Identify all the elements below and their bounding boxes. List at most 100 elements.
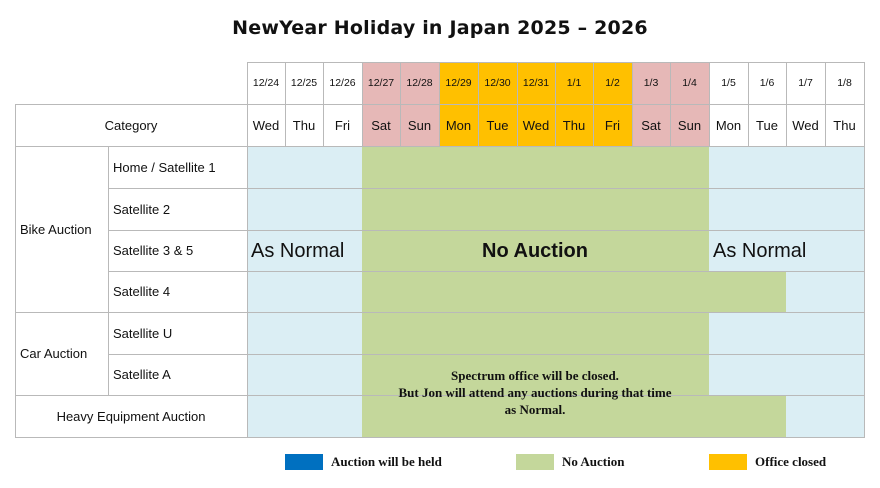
no-auction-block xyxy=(362,312,709,354)
day-header: Thu xyxy=(285,104,323,146)
grid-line-h xyxy=(108,230,864,231)
day-header: Thu xyxy=(555,104,593,146)
held-block xyxy=(786,271,864,312)
grid-line-h xyxy=(108,188,864,189)
legend-office-closed-label: Office closed xyxy=(755,454,827,469)
date-header: 1/7 xyxy=(786,62,825,104)
day-header: Wed xyxy=(517,104,555,146)
date-header: 1/5 xyxy=(709,62,748,104)
no-auction-block xyxy=(362,146,709,188)
day-header: Fri xyxy=(593,104,632,146)
held-block xyxy=(247,354,362,395)
no-auction-block xyxy=(362,354,709,395)
row-label: Satellite U xyxy=(108,312,247,354)
grid-line-v xyxy=(247,146,248,437)
grid-line-h xyxy=(108,354,864,355)
grid-line-v xyxy=(593,62,594,146)
legend-office-closed-swatch xyxy=(709,454,747,470)
day-header: Fri xyxy=(323,104,362,146)
category-header: Category xyxy=(15,104,247,146)
date-header: 1/8 xyxy=(825,62,864,104)
grid-line-h xyxy=(15,312,864,313)
grid-line-v xyxy=(748,62,749,146)
grid-line-v xyxy=(632,62,633,146)
grid-line-v xyxy=(15,104,16,438)
day-header: Tue xyxy=(478,104,517,146)
no-auction-block xyxy=(362,395,786,437)
grid-line-v xyxy=(439,62,440,146)
as-normal-left-label: As Normal xyxy=(251,240,345,262)
day-header: Sun xyxy=(670,104,709,146)
day-header: Sun xyxy=(400,104,439,146)
grid-line-v xyxy=(825,62,826,146)
held-block xyxy=(786,395,864,437)
held-block xyxy=(709,188,864,230)
held-block xyxy=(247,230,362,271)
grid-line-v xyxy=(478,62,479,146)
grid-bottom xyxy=(15,437,864,438)
group-label-heavy-equipment: Heavy Equipment Auction xyxy=(15,395,247,437)
row-label: Home / Satellite 1 xyxy=(108,146,247,188)
date-header: 12/25 xyxy=(285,62,323,104)
held-block xyxy=(709,312,864,354)
held-block xyxy=(247,146,362,188)
grid-line-v xyxy=(247,62,248,146)
held-block xyxy=(247,312,362,354)
held-block xyxy=(709,146,864,188)
office-closed-note: Spectrum office will be closed. But Jon … xyxy=(362,367,708,418)
day-header: Tue xyxy=(748,104,786,146)
day-header: Wed xyxy=(786,104,825,146)
grid-line-h xyxy=(108,271,864,272)
grid-line-v xyxy=(864,146,865,438)
no-auction-label: No Auction xyxy=(482,240,588,262)
day-header: Mon xyxy=(439,104,478,146)
grid-line-v xyxy=(285,62,286,146)
group-label-car: Car Auction xyxy=(15,312,108,395)
day-header: Wed xyxy=(247,104,285,146)
date-header: 1/2 xyxy=(593,62,632,104)
date-header: 1/6 xyxy=(748,62,786,104)
legend-no-auction-label: No Auction xyxy=(562,454,625,469)
grid-line-v xyxy=(864,62,865,146)
held-block xyxy=(709,230,864,271)
date-header: 12/24 xyxy=(247,62,285,104)
grid-line-v xyxy=(323,62,324,146)
no-auction-block xyxy=(362,230,709,271)
day-header: Thu xyxy=(825,104,864,146)
row-label: Satellite 2 xyxy=(108,188,247,230)
as-normal-right-label: As Normal xyxy=(713,240,807,262)
row-label: Satellite 4 xyxy=(108,271,247,312)
note-line-2: But Jon will attend any auctions during … xyxy=(398,385,672,400)
date-header: 12/28 xyxy=(400,62,439,104)
row-label: Satellite A xyxy=(108,354,247,395)
date-header: 1/1 xyxy=(555,62,593,104)
held-block xyxy=(247,271,362,312)
date-header: 12/30 xyxy=(478,62,517,104)
legend-no-auction-swatch xyxy=(516,454,554,470)
grid-line-v xyxy=(517,62,518,146)
grid-line-v xyxy=(108,146,109,395)
grid-line-h xyxy=(15,146,864,147)
date-header: 12/26 xyxy=(323,62,362,104)
date-header: 12/27 xyxy=(362,62,400,104)
day-header: Sat xyxy=(362,104,400,146)
page-title: NewYear Holiday in Japan 2025 – 2026 xyxy=(232,17,648,39)
day-header: Mon xyxy=(709,104,748,146)
held-block xyxy=(247,395,362,437)
no-auction-block xyxy=(362,271,786,312)
date-header: 12/31 xyxy=(517,62,555,104)
grid-line-v xyxy=(670,62,671,146)
note-line-1: Spectrum office will be closed. xyxy=(451,368,619,383)
grid-line-v xyxy=(400,62,401,146)
date-header: 1/4 xyxy=(670,62,709,104)
date-header: 12/29 xyxy=(439,62,478,104)
grid-line-v xyxy=(362,62,363,146)
grid-line-v xyxy=(786,62,787,146)
day-header: Sat xyxy=(632,104,670,146)
legend-held-swatch xyxy=(285,454,323,470)
grid-line-v xyxy=(555,62,556,146)
date-header: 1/3 xyxy=(632,62,670,104)
no-auction-block xyxy=(362,188,709,230)
group-label-bike: Bike Auction xyxy=(15,146,108,312)
grid-line-h xyxy=(15,395,864,396)
